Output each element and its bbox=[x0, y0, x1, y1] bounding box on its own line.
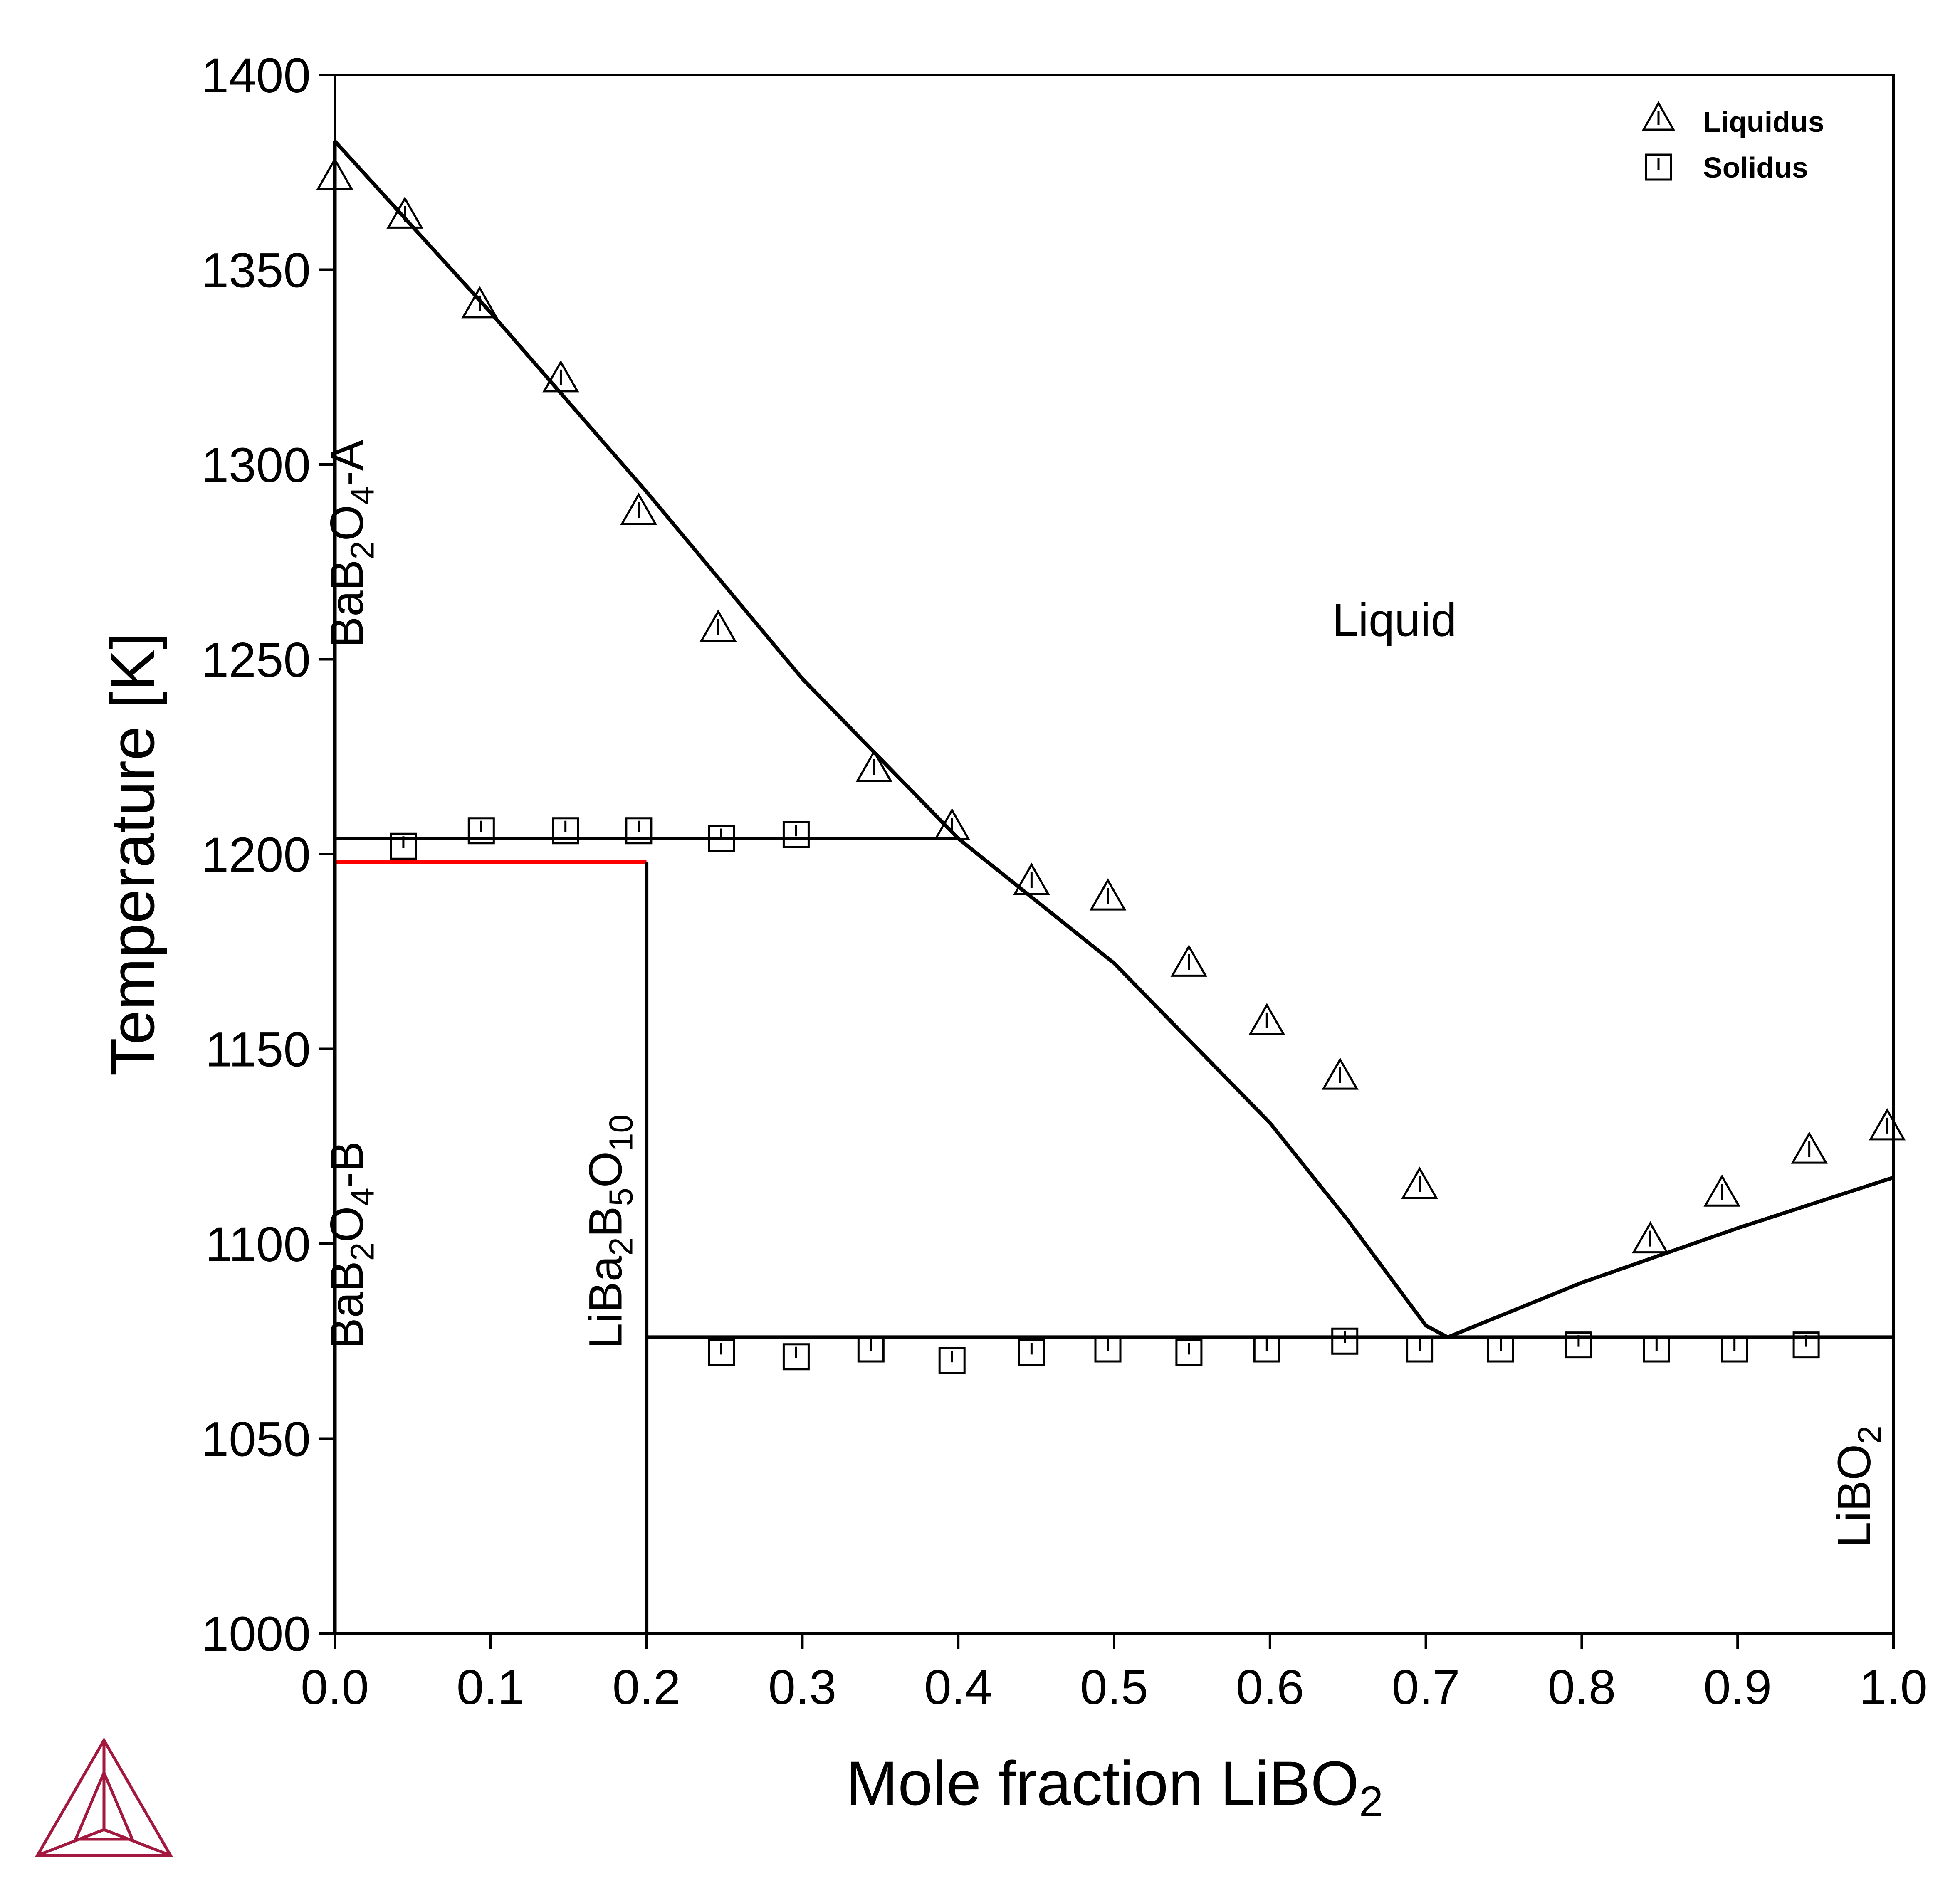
y-tick-label: 1300 bbox=[201, 438, 311, 493]
solidus-point-15 bbox=[1331, 1327, 1359, 1355]
solidus-point-6 bbox=[782, 821, 810, 848]
square-marker-icon bbox=[1645, 153, 1672, 181]
y-tick-label: 1400 bbox=[201, 48, 311, 103]
legend-entry-solidus: Solidus bbox=[1645, 151, 1808, 184]
solidus-point-16 bbox=[1406, 1335, 1434, 1363]
liquidus-point-16 bbox=[1703, 1174, 1741, 1207]
liquidus-point-15 bbox=[1632, 1221, 1669, 1254]
solidus-point-1 bbox=[390, 832, 417, 860]
x-tick-label: 0.8 bbox=[1547, 1660, 1616, 1715]
liquidus-point-3 bbox=[461, 286, 498, 319]
liquidus-point-11 bbox=[1170, 944, 1208, 977]
liquidus-point-9 bbox=[1013, 862, 1050, 895]
y-axis-title: Temperature [K] bbox=[97, 632, 167, 1076]
y-tick-label: 1350 bbox=[201, 243, 311, 298]
y-tick-label: 1150 bbox=[205, 1023, 311, 1077]
legend-label-solidus: Solidus bbox=[1703, 151, 1808, 184]
phase-line-1 bbox=[333, 140, 960, 840]
phase-line-3 bbox=[1447, 1176, 1894, 1339]
region-label-libo2: LiBO2 bbox=[1828, 1425, 1888, 1548]
solidus-point-7 bbox=[708, 1339, 735, 1366]
liquidus-point-18 bbox=[1869, 1108, 1906, 1141]
x-tick-label: 0.7 bbox=[1392, 1660, 1460, 1715]
solidus-point-20 bbox=[1721, 1335, 1748, 1363]
y-tick-label: 1050 bbox=[201, 1412, 311, 1467]
x-tick-label: 0.4 bbox=[924, 1660, 992, 1715]
liquidus-point-13 bbox=[1322, 1057, 1359, 1090]
x-tick-label: 0.6 bbox=[1236, 1660, 1304, 1715]
solidus-point-2 bbox=[467, 817, 495, 845]
x-axis-title: Mole fraction LiBO2 bbox=[846, 1748, 1383, 1826]
x-tick-label: 0.5 bbox=[1080, 1660, 1148, 1715]
liquidus-point-2 bbox=[386, 196, 423, 229]
x-tick-label: 0.1 bbox=[457, 1660, 525, 1715]
x-tick-label: 0.2 bbox=[613, 1660, 681, 1715]
solidus-point-8 bbox=[782, 1343, 810, 1371]
region-labels: Liquid BaB2O4-A BaB2O4-B LiBa2B5O10 LiBO2 bbox=[321, 440, 1888, 1548]
legend: Liquidus Solidus bbox=[1641, 101, 1824, 184]
x-tick-label: 0.9 bbox=[1703, 1660, 1772, 1715]
liquidus-point-8 bbox=[933, 808, 971, 840]
liquidus-point-5 bbox=[620, 492, 657, 525]
solidus-point-17 bbox=[1487, 1335, 1514, 1363]
x-tick-label: 0.3 bbox=[768, 1660, 836, 1715]
solidus-point-13 bbox=[1175, 1339, 1203, 1366]
solidus-point-9 bbox=[857, 1335, 885, 1363]
solidus-point-11 bbox=[1018, 1339, 1045, 1366]
liquidus-point-14 bbox=[1401, 1166, 1438, 1199]
axis-ticks: 0.0 0.1 0.2 0.3 0.4 0.5 0.6 0.7 0.8 0.9 1.0 1000 105… bbox=[201, 48, 1928, 1715]
solidus-point-10 bbox=[938, 1347, 966, 1374]
solidus-point-3 bbox=[552, 817, 579, 845]
phase-line-2 bbox=[957, 837, 1449, 1339]
solidus-point-5 bbox=[708, 825, 735, 852]
liquidus-point-6 bbox=[699, 609, 737, 642]
region-label-liba2b5o10: LiBa2B5O10 bbox=[580, 1114, 640, 1349]
y-tick-label: 1200 bbox=[201, 827, 311, 882]
solidus-point-12 bbox=[1094, 1335, 1122, 1363]
y-tick-label: 1000 bbox=[201, 1607, 311, 1662]
thermo-calc-logo-icon bbox=[35, 1737, 173, 1857]
solidus-point-21 bbox=[1792, 1331, 1820, 1359]
solidus-point-14 bbox=[1253, 1335, 1280, 1363]
triangle-marker-icon bbox=[1641, 101, 1676, 131]
liquidus-point-7 bbox=[855, 749, 893, 782]
liquidus-point-12 bbox=[1248, 1003, 1285, 1035]
region-label-bab2o4-b: BaB2O4-B bbox=[321, 1141, 381, 1349]
x-tick-label: 1.0 bbox=[1859, 1660, 1928, 1715]
y-tick-label: 1250 bbox=[201, 633, 311, 688]
liquidus-point-1 bbox=[316, 157, 353, 190]
legend-label-liquidus: Liquidus bbox=[1703, 106, 1824, 138]
liquidus-point-17 bbox=[1791, 1131, 1828, 1164]
legend-entry-liquidus: Liquidus bbox=[1641, 101, 1824, 138]
region-label-liquid: Liquid bbox=[1332, 594, 1457, 646]
liquidus-point-4 bbox=[542, 360, 579, 393]
x-tick-label: 0.0 bbox=[301, 1660, 369, 1715]
data-markers bbox=[316, 157, 1906, 1374]
y-tick-label: 1100 bbox=[205, 1217, 311, 1272]
liquidus-point-10 bbox=[1089, 878, 1127, 911]
solidus-point-4 bbox=[625, 817, 653, 845]
solidus-point-18 bbox=[1565, 1331, 1592, 1359]
region-label-bab2o4-a: BaB2O4-A bbox=[321, 440, 381, 647]
solidus-point-19 bbox=[1643, 1335, 1670, 1363]
